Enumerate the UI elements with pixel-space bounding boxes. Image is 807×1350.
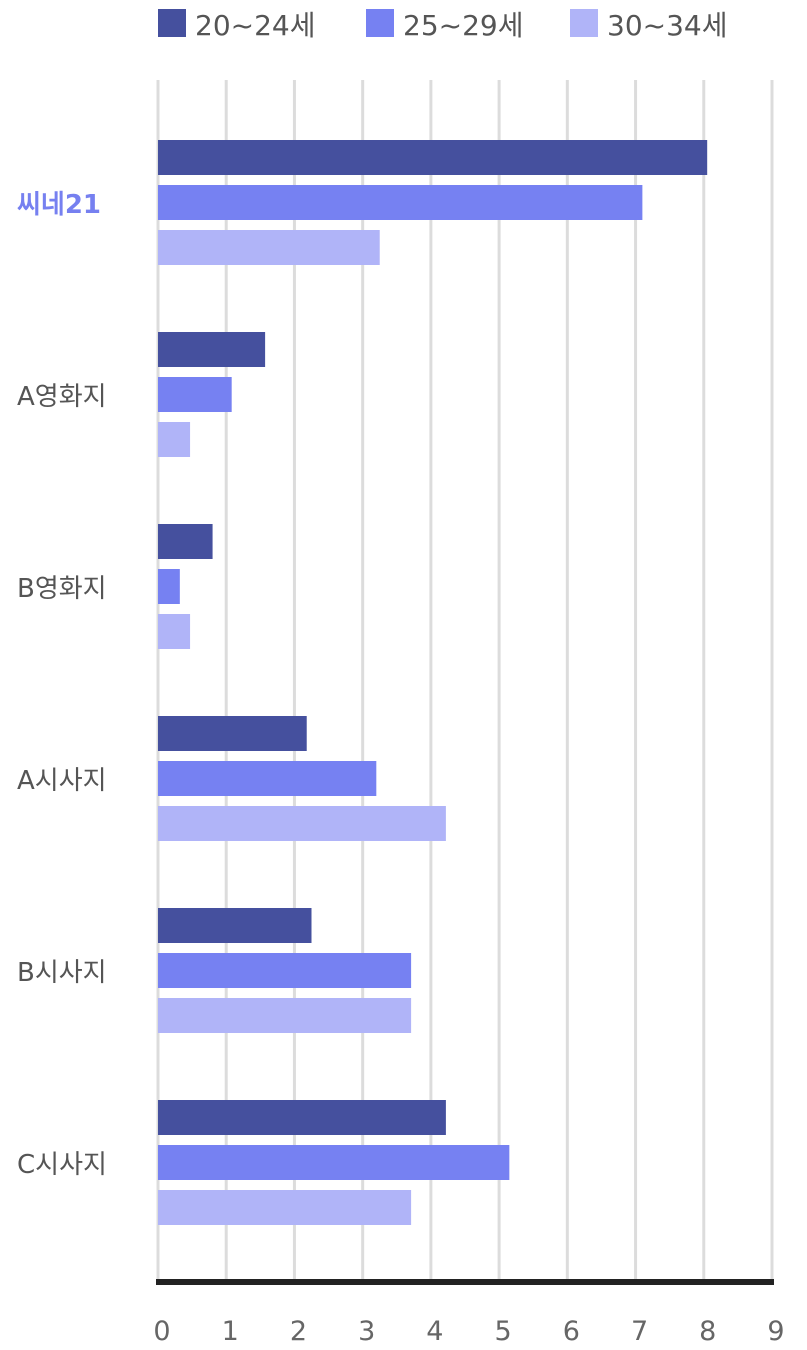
category-label: A영화지 (17, 382, 107, 412)
legend-swatch (158, 9, 186, 37)
x-tick-label: 2 (290, 1316, 307, 1347)
category-label: B시사지 (17, 958, 107, 988)
x-tick-label: 6 (563, 1316, 580, 1347)
bar (158, 1145, 510, 1180)
legend-swatch (570, 9, 598, 37)
legend-label: 25~29세 (403, 9, 523, 42)
x-tick-label: 9 (767, 1316, 784, 1347)
x-tick-label: 4 (426, 1316, 443, 1347)
bar (158, 614, 191, 649)
category-label: A시사지 (17, 766, 107, 796)
bar (158, 332, 266, 367)
bar (158, 140, 708, 175)
x-tick-label: 7 (631, 1316, 648, 1347)
bar (158, 998, 412, 1033)
bar (158, 569, 180, 604)
x-tick-label: 5 (495, 1316, 512, 1347)
legend-label: 30~34세 (607, 9, 727, 42)
bar (158, 953, 412, 988)
category-label: C시사지 (17, 1150, 107, 1180)
legend-swatch (366, 9, 394, 37)
x-tick-label: 0 (153, 1316, 170, 1347)
bar (158, 524, 213, 559)
bar (158, 185, 643, 220)
bar (158, 377, 232, 412)
bar (158, 1190, 412, 1225)
x-tick-label: 3 (358, 1316, 375, 1347)
category-label: B영화지 (17, 574, 107, 604)
x-tick-label: 8 (699, 1316, 716, 1347)
legend-label: 20~24세 (195, 9, 315, 42)
category-label: 씨네21 (17, 190, 101, 220)
bar (158, 230, 380, 265)
bar (158, 806, 446, 841)
bar (158, 422, 191, 457)
bar (158, 1100, 446, 1135)
bar (158, 716, 307, 751)
bar (158, 761, 377, 796)
bar (158, 908, 312, 943)
x-tick-label: 1 (222, 1316, 239, 1347)
